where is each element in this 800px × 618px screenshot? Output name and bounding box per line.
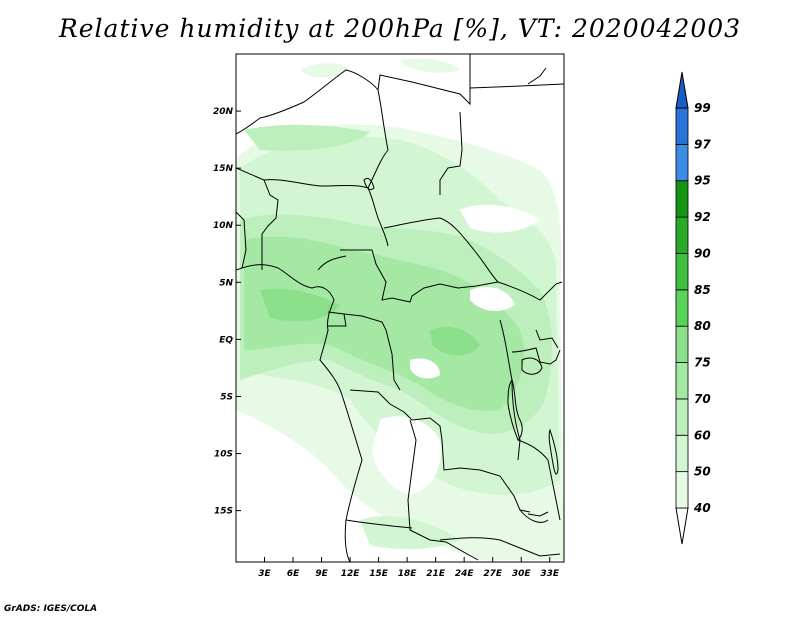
lon-tick-label: 33E (540, 569, 560, 579)
colorbar-swatch (675, 180, 689, 218)
colorbar-label: 95 (694, 174, 711, 188)
colorbar-swatch (675, 325, 689, 363)
colorbar-swatch (675, 289, 689, 327)
lon-tick-label: 12E (341, 569, 361, 579)
colorbar-label: 75 (694, 356, 711, 370)
lon-tick-label: 15E (369, 569, 389, 579)
colorbar-swatch (675, 143, 689, 182)
lat-tick-label: 5N (219, 278, 233, 288)
colorbar-label: 92 (694, 210, 711, 224)
colorbar-label: 99 (694, 101, 711, 115)
lon-tick-label: 18E (398, 569, 418, 579)
colorbar-swatch (675, 216, 689, 254)
lat-tick-label: 10N (213, 221, 234, 231)
lon-tick-label: 6E (287, 569, 300, 579)
colorbar-label: 97 (694, 137, 711, 151)
colorbar-swatch (675, 107, 689, 145)
colorbar: 40 50 60 70 75 80 85 90 92 95 97 99 (675, 71, 711, 545)
longitude-axis: 3E 6E 9E 12E 15E 18E 21E 24E 27E 30E 33E (258, 557, 560, 579)
map-frame (235, 53, 565, 563)
colorbar-swatch (675, 434, 689, 473)
lat-tick-label: 5S (220, 392, 233, 402)
colorbar-swatch (675, 471, 689, 509)
latitude-axis: 20N 15N 10N 5N EQ 5S 10S 15S (213, 107, 241, 517)
map-title: Relative humidity at 200hPa [%], VT: 202… (58, 14, 742, 43)
lon-tick-label: 21E (426, 569, 446, 579)
lon-tick-label: 27E (483, 569, 503, 579)
colorbar-label: 40 (693, 501, 711, 515)
lat-tick-label: EQ (219, 335, 233, 345)
grads-credit: GrADS: IGES/COLA (4, 604, 98, 614)
colorbar-label: 80 (694, 319, 711, 333)
lat-tick-label: 15N (213, 164, 234, 174)
lat-tick-label: 20N (213, 107, 234, 117)
country-borders (236, 54, 564, 562)
colorbar-above-arrow (675, 71, 689, 109)
colorbar-label: 90 (694, 246, 711, 260)
lon-tick-label: 24E (455, 569, 475, 579)
colorbar-below-arrow (675, 507, 689, 545)
humidity-shading (236, 58, 564, 561)
colorbar-label: 60 (694, 428, 711, 442)
colorbar-swatch (675, 253, 689, 291)
colorbar-label: 50 (694, 465, 711, 479)
lat-tick-label: 15S (214, 507, 233, 517)
lon-tick-label: 30E (512, 569, 532, 579)
lat-tick-label: 10S (214, 450, 233, 460)
colorbar-swatch (675, 398, 689, 436)
colorbar-swatch (675, 362, 689, 400)
lon-tick-label: 3E (258, 569, 271, 579)
colorbar-label: 70 (694, 392, 711, 406)
lon-tick-label: 9E (315, 569, 328, 579)
colorbar-label: 85 (694, 283, 711, 297)
